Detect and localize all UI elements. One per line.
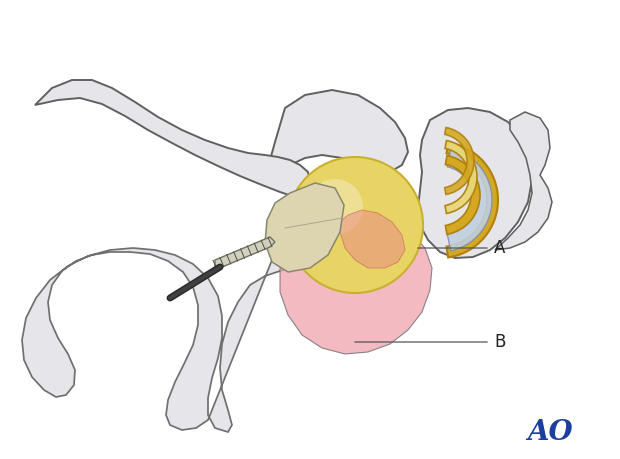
Wedge shape	[445, 156, 480, 235]
Polygon shape	[22, 195, 312, 432]
Polygon shape	[35, 80, 310, 197]
Polygon shape	[215, 237, 275, 270]
Polygon shape	[268, 90, 408, 185]
Polygon shape	[340, 210, 405, 268]
Text: B: B	[494, 333, 505, 351]
Text: A: A	[494, 239, 505, 257]
Polygon shape	[280, 215, 432, 354]
Wedge shape	[445, 140, 477, 213]
Wedge shape	[446, 143, 498, 257]
Wedge shape	[447, 149, 492, 251]
Polygon shape	[495, 112, 552, 250]
Circle shape	[287, 157, 423, 293]
Wedge shape	[445, 128, 474, 195]
Text: AO: AO	[527, 419, 573, 446]
Circle shape	[307, 179, 363, 235]
Polygon shape	[418, 108, 532, 258]
Polygon shape	[265, 183, 344, 272]
